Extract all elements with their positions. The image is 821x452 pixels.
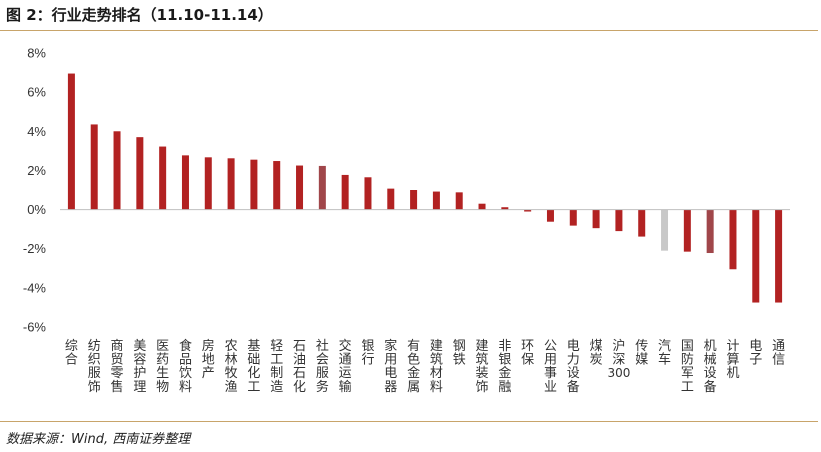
bar (661, 209, 669, 251)
y-tick-label: 6% (27, 85, 46, 100)
category-label: 美容护理 (133, 339, 146, 395)
bar (546, 209, 554, 222)
bar (524, 209, 532, 212)
bar (159, 146, 167, 210)
bar (227, 158, 235, 210)
category-label: 电子 (749, 339, 762, 368)
top-rule (0, 30, 818, 31)
category-labels: 综合纺织服饰商贸零售美容护理医药生物食品饮料房地产农林牧渔基础化工轻工制造石油石… (65, 338, 785, 395)
category-label: 非银金融 (498, 339, 511, 395)
category-label: 石油石化 (293, 339, 306, 395)
category-label: 环保 (521, 339, 534, 368)
bar-chart: 8% 6% 4% 2% 0% -2% -4% -6% 综合纺织服饰商贸零售美容护理医药生物食品… (23, 46, 790, 395)
bar (90, 124, 98, 210)
category-label: 食品饮料 (179, 338, 192, 395)
bars (67, 73, 783, 303)
bar (67, 73, 75, 210)
bar (296, 165, 304, 210)
bar (455, 192, 463, 210)
category-label: 银行 (361, 339, 374, 368)
category-label: 社会服务 (316, 338, 329, 395)
category-label: 医药生物 (156, 339, 169, 395)
bar (592, 209, 600, 229)
bar (569, 209, 577, 226)
y-tick-label: 0% (27, 202, 46, 217)
bar (250, 159, 258, 210)
category-label: 传媒 (635, 339, 648, 368)
bar (341, 174, 349, 210)
y-tick-label: -2% (23, 241, 47, 256)
category-label: 机械设备 (704, 339, 717, 395)
category-label: 纺织服饰 (88, 339, 101, 395)
bar (683, 209, 691, 252)
bar (706, 209, 714, 254)
y-tick-label: 2% (27, 163, 46, 178)
y-tick-label: 4% (27, 124, 46, 139)
bottom-rule (0, 421, 818, 422)
category-label: 轻工制造 (270, 339, 283, 395)
bar (410, 190, 418, 210)
bar (752, 209, 760, 303)
bar (181, 155, 189, 210)
category-label: 基础化工 (247, 339, 260, 395)
category-label: 钢铁 (453, 339, 466, 368)
bar (318, 165, 326, 210)
figure-title: 图 2：行业走势排名（11.10-11.14） (6, 6, 273, 24)
bar (615, 209, 623, 232)
y-tick-label: -6% (23, 320, 47, 335)
bar (478, 203, 486, 210)
bar (432, 191, 440, 210)
bar (204, 157, 212, 210)
bar (387, 188, 395, 210)
category-label: 汽车 (658, 339, 671, 368)
y-tick-label: -4% (23, 280, 47, 295)
category-label: 有色金属 (407, 339, 420, 395)
bar (729, 209, 737, 270)
category-label: 建筑材料 (430, 339, 443, 395)
category-label: 沪深 300 (607, 338, 630, 380)
category-label: 家用电器 (384, 338, 397, 395)
category-label: 电力设备 (567, 339, 580, 395)
bar (136, 137, 144, 210)
category-label: 公用事业 (544, 339, 557, 395)
category-label: 交通运输 (339, 338, 352, 395)
category-label: 房地产 (202, 338, 215, 381)
category-label: 煤炭 (590, 339, 603, 368)
category-label: 国防军工 (681, 339, 694, 395)
bar (364, 177, 372, 210)
bar (501, 207, 509, 210)
category-label: 商贸零售 (111, 339, 124, 395)
bar (273, 161, 281, 210)
bar (775, 209, 783, 303)
category-label: 通信 (772, 339, 785, 368)
category-label: 建筑装饰 (476, 339, 489, 395)
y-axis: 8% 6% 4% 2% 0% -2% -4% -6% (23, 46, 47, 335)
category-label: 农林牧渔 (225, 339, 238, 395)
source-note: 数据来源：Wind, 西南证券整理 (6, 432, 191, 447)
category-label: 综合 (65, 339, 78, 368)
category-label: 计算机 (726, 339, 739, 381)
bar (638, 209, 646, 237)
bar (113, 131, 121, 210)
y-tick-label: 8% (27, 46, 46, 61)
